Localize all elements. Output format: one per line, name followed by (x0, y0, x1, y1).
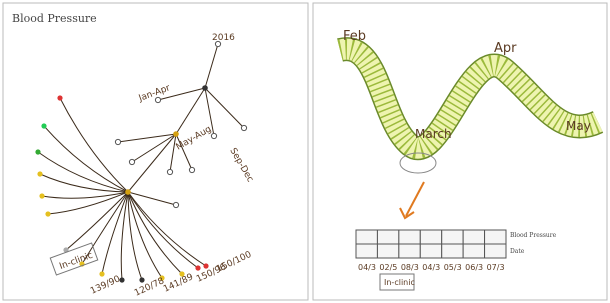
branch (66, 192, 128, 250)
leaf (41, 123, 46, 128)
cell (356, 244, 377, 258)
cell (399, 230, 420, 244)
tree (35, 41, 246, 282)
month: May (566, 119, 591, 133)
branch (40, 174, 128, 192)
row-label: Date (510, 248, 525, 255)
node (241, 125, 246, 130)
date: 04/3 (358, 263, 376, 272)
cell (463, 230, 484, 244)
reading: 150/100 (215, 250, 253, 275)
branch (44, 126, 128, 192)
date: 07/3 (487, 263, 505, 272)
cell (485, 244, 506, 258)
leaf (35, 149, 40, 154)
branch (118, 134, 176, 142)
cell (356, 230, 377, 244)
cell (377, 244, 398, 258)
branch (38, 152, 128, 192)
month: Feb (343, 29, 366, 44)
branch (176, 88, 205, 134)
leaf (39, 193, 44, 198)
arrow (406, 182, 424, 216)
node (173, 131, 179, 137)
branch (205, 88, 244, 128)
date: 04/3 (422, 263, 440, 272)
branch (132, 134, 176, 162)
left-panel (3, 3, 308, 300)
cells (356, 230, 506, 258)
cell (442, 230, 463, 244)
cell (420, 244, 441, 258)
node (129, 159, 134, 164)
year-label: 2016 (212, 33, 235, 43)
leaf (37, 171, 42, 176)
node (211, 133, 216, 138)
node (125, 189, 131, 195)
leaf (45, 211, 50, 216)
node (189, 167, 194, 172)
leaf (139, 277, 144, 282)
note: In-clinic (384, 278, 415, 287)
leaf (57, 95, 62, 100)
cell (442, 244, 463, 258)
branch (121, 192, 128, 280)
period-label: Jan-Apr (137, 83, 172, 104)
cell (485, 230, 506, 244)
cell (399, 244, 420, 258)
cell (420, 230, 441, 244)
month: March (415, 127, 452, 141)
branch (128, 134, 176, 192)
leaf (195, 265, 200, 270)
date: 02/5 (379, 263, 397, 272)
reading: 141/89 (162, 272, 195, 295)
sketches: Blood Pressure 2016 Jan-Apr May-Aug Sep-… (0, 0, 610, 303)
row-label: Blood Pressure (510, 232, 557, 239)
reading: 139/90 (89, 274, 122, 297)
left-title: Blood Pressure (12, 12, 97, 25)
date: 08/3 (401, 263, 419, 272)
leaf (203, 263, 208, 268)
month: Apr (494, 41, 517, 56)
leaf (99, 271, 104, 276)
period-label: Sep-Dec (227, 147, 254, 185)
dates: 04/302/508/304/305/306/307/3 (358, 263, 505, 272)
period-label: May-Aug (175, 124, 214, 152)
node (173, 202, 178, 207)
cell (463, 244, 484, 258)
branch (128, 192, 206, 266)
branch (128, 192, 162, 278)
node (115, 139, 120, 144)
reading: 120/78 (133, 276, 166, 299)
branch (128, 192, 142, 280)
branch (205, 44, 218, 88)
node (167, 169, 172, 174)
date: 06/3 (465, 263, 483, 272)
node (202, 85, 208, 91)
cell (377, 230, 398, 244)
date: 05/3 (444, 263, 462, 272)
note: In-clinic (58, 251, 94, 272)
